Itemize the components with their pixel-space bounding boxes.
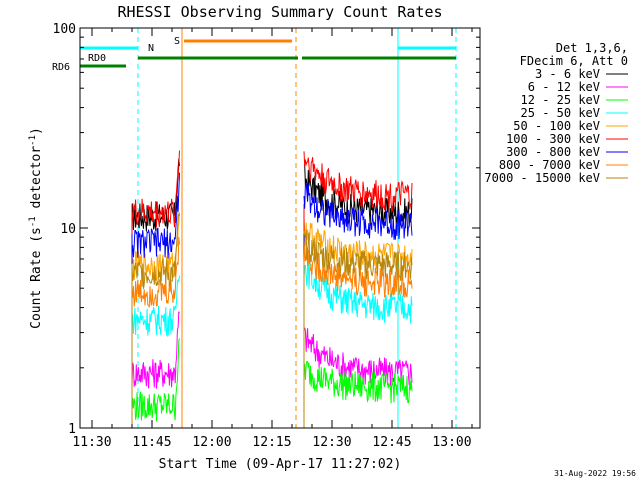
legend-entry-label: 12 - 25 keV: [521, 93, 600, 107]
x-tick-label: 13:00: [432, 435, 471, 450]
x-tick-label: 12:15: [252, 435, 291, 450]
x-tick-label: 11:30: [72, 435, 111, 450]
x-tick-label: 12:30: [312, 435, 351, 450]
series-trace-7: [303, 183, 413, 240]
plot-frame: [79, 27, 481, 429]
annotation-rd0: RD0: [88, 53, 106, 64]
footer-timestamp: 31-Aug-2022 19:56: [554, 469, 636, 478]
annotation-saa: S: [174, 36, 180, 47]
series-trace-6: [131, 150, 180, 228]
axes: 11:30 11:45 12:00 12:15 12:30 12:45 13:00 1 10 10…: [53, 22, 481, 450]
y-axis-label: Count Rate (s-1 detector-1): [28, 127, 44, 329]
legend-entry-label: 50 - 100 keV: [513, 119, 600, 133]
legend-entry-label: 6 - 12 keV: [528, 80, 600, 94]
plot-area: N S RD0 RD6: [52, 28, 457, 428]
y-tick-label: 10: [60, 222, 76, 237]
series-trace-3: [303, 360, 413, 404]
y-axis-label-sup2: -1: [28, 135, 38, 146]
legend-entry-label: 7000 - 15000 keV: [484, 171, 600, 185]
annotation-night: N: [148, 43, 154, 54]
series-trace-1: [131, 158, 180, 232]
y-axis-label-sup1: -1: [28, 216, 38, 227]
series-trace-8: [131, 236, 180, 308]
series-trace-5: [303, 216, 413, 272]
legend-header-2: FDecim 6, Att 0: [520, 54, 628, 68]
x-axis-label: Start Time (09-Apr-17 11:27:02): [159, 457, 402, 472]
legend-entry-label: 25 - 50 keV: [521, 106, 600, 120]
series-trace-9: [303, 230, 413, 281]
series-trace-7: [131, 172, 180, 259]
series-trace-1: [303, 164, 413, 229]
series-trace-3: [131, 338, 180, 422]
series-trace-9: [131, 211, 180, 289]
legend-entry-label: 3 - 6 keV: [535, 67, 600, 81]
x-tick-label: 11:45: [132, 435, 171, 450]
y-axis-label-part1: Count Rate (s: [29, 227, 44, 329]
y-axis-label-part2: detector: [29, 146, 44, 217]
legend-entry-label: 100 - 300 keV: [506, 132, 600, 146]
series-trace-2: [131, 311, 180, 389]
series-trace-4: [131, 275, 180, 338]
x-tick-label: 12:45: [372, 435, 411, 450]
x-tick-label: 12:00: [192, 435, 231, 450]
legend-entry-label: 300 - 800 keV: [506, 145, 600, 159]
legend-header-1: Det 1,3,6,: [556, 41, 628, 55]
series-trace-8: [303, 242, 413, 298]
y-tick-label: 1: [68, 422, 76, 437]
y-axis-label-part3: ): [29, 127, 44, 135]
series-trace-6: [303, 151, 413, 213]
chart-title: RHESSI Observing Summary Count Rates: [117, 3, 442, 21]
y-tick-label: 100: [53, 22, 76, 37]
annotation-rd6: RD6: [52, 62, 70, 73]
legend-entry-label: 800 - 7000 keV: [499, 158, 600, 172]
